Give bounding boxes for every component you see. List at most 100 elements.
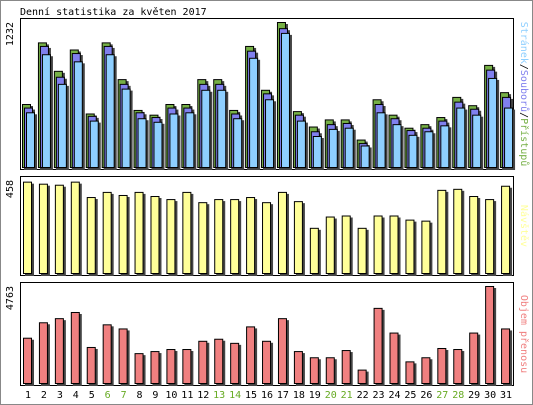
bar-navstev-day-15 xyxy=(246,197,256,274)
bar-navstev-day-18 xyxy=(293,201,303,274)
bar-stranek-day-20 xyxy=(328,128,338,168)
legend-top: Stránek/Souborů/Přístupů xyxy=(518,22,530,167)
chart-title: Denní statistika za květen 2017 xyxy=(20,6,207,18)
bar-stranek-day-6 xyxy=(105,54,115,168)
bar-stranek-day-22 xyxy=(360,145,370,168)
bar-stranek-day-19 xyxy=(312,136,322,169)
bar-objem-day-15 xyxy=(246,326,256,384)
bar-navstev-day-12 xyxy=(198,202,208,274)
legend-top-part-2: / xyxy=(518,64,529,70)
bar-objem-day-10 xyxy=(166,349,176,384)
bar-navstev-day-28 xyxy=(453,188,463,275)
bar-objem-day-19 xyxy=(309,357,319,385)
bar-navstev-day-13 xyxy=(214,199,224,275)
x-tick-label-day-26: 26 xyxy=(420,390,432,401)
bar-stranek-day-8 xyxy=(137,118,147,168)
bar-stranek-day-10 xyxy=(169,113,179,168)
bar-navstev-day-19 xyxy=(309,227,319,274)
bar-navstev-day-24 xyxy=(389,215,399,274)
bar-navstev-day-26 xyxy=(421,220,431,275)
bar-objem-day-28 xyxy=(453,349,463,384)
bar-stranek-day-29 xyxy=(472,114,482,169)
bar-navstev-day-4 xyxy=(70,181,80,274)
x-tick-label-day-30: 30 xyxy=(484,390,496,401)
bar-stranek-day-23 xyxy=(376,112,386,168)
bar-navstev-day-9 xyxy=(150,196,160,274)
x-tick-label-day-20: 20 xyxy=(325,390,337,401)
bar-navstev-day-5 xyxy=(86,197,96,274)
x-tick-label-day-22: 22 xyxy=(357,390,369,401)
x-tick-label-day-15: 15 xyxy=(245,390,257,401)
bar-objem-day-13 xyxy=(214,338,224,384)
bar-navstev-day-11 xyxy=(182,191,192,274)
x-tick-label-day-25: 25 xyxy=(404,390,416,401)
bar-stranek-day-4 xyxy=(73,61,83,168)
bar-objem-day-5 xyxy=(86,346,96,384)
legend-middle: Návštěv xyxy=(518,205,530,247)
bar-navstev-day-10 xyxy=(166,199,176,275)
bar-navstev-day-3 xyxy=(54,184,64,274)
x-tick-label-day-28: 28 xyxy=(452,390,464,401)
bar-objem-day-29 xyxy=(469,332,479,384)
bar-stranek-day-27 xyxy=(440,125,450,168)
bar-navstev-day-7 xyxy=(118,194,128,274)
bar-objem-day-1 xyxy=(23,337,32,385)
bar-stranek-day-25 xyxy=(408,134,418,168)
bar-stranek-day-7 xyxy=(121,88,131,168)
bar-navstev-day-30 xyxy=(485,199,495,275)
x-tick-label-day-27: 27 xyxy=(436,390,448,401)
bar-stranek-day-30 xyxy=(488,77,498,168)
bar-objem-day-26 xyxy=(421,357,431,385)
bar-objem-day-14 xyxy=(230,342,240,384)
bar-navstev-day-23 xyxy=(373,215,383,274)
bar-stranek-day-15 xyxy=(249,57,259,168)
bar-navstev-day-20 xyxy=(325,216,335,274)
x-tick-label-day-3: 3 xyxy=(57,390,63,401)
bar-objem-day-18 xyxy=(293,351,303,384)
bar-objem-day-8 xyxy=(134,353,144,384)
legend-bottom-part-1: Objem přenosu xyxy=(518,295,530,373)
x-tick-label-day-18: 18 xyxy=(293,390,305,401)
legend-top-part-5: Přístupů xyxy=(518,118,530,166)
bar-navstev-day-25 xyxy=(405,219,415,275)
legend-bottom: Objem přenosu xyxy=(518,295,530,373)
bar-objem-day-11 xyxy=(182,349,192,384)
bar-objem-day-4 xyxy=(70,311,80,385)
bar-stranek-day-26 xyxy=(424,131,434,168)
bar-navstev-day-8 xyxy=(134,191,144,274)
bar-stranek-day-5 xyxy=(89,120,99,168)
x-tick-label-day-29: 29 xyxy=(468,390,480,401)
bar-stranek-day-11 xyxy=(185,112,195,168)
legend-middle-part-1: Návštěv xyxy=(518,205,530,247)
bar-stranek-day-2 xyxy=(41,54,51,168)
bar-objem-day-12 xyxy=(198,340,208,384)
bar-stranek-day-18 xyxy=(296,120,306,168)
bar-stranek-day-9 xyxy=(153,121,163,169)
bar-objem-day-30 xyxy=(485,286,495,384)
x-tick-label-day-23: 23 xyxy=(373,390,385,401)
bar-navstev-day-6 xyxy=(102,191,112,274)
bar-navstev-day-1 xyxy=(23,181,32,274)
bar-stranek-day-3 xyxy=(57,83,67,168)
bar-navstev-day-27 xyxy=(437,189,447,274)
bar-stranek-day-1 xyxy=(26,112,35,168)
x-tick-label-day-7: 7 xyxy=(121,390,127,401)
bar-stranek-day-24 xyxy=(392,124,402,168)
bar-stranek-day-28 xyxy=(456,107,466,169)
bar-objem-day-24 xyxy=(389,332,399,384)
x-tick-label-day-9: 9 xyxy=(152,390,158,401)
bar-objem-day-27 xyxy=(437,347,447,385)
x-tick-label-day-4: 4 xyxy=(73,390,79,401)
x-tick-label-day-12: 12 xyxy=(197,390,209,401)
x-tick-label-day-6: 6 xyxy=(105,390,111,401)
bar-objem-day-31 xyxy=(501,328,511,384)
bar-navstev-day-31 xyxy=(501,185,511,274)
bar-navstev-day-29 xyxy=(469,196,479,274)
bar-stranek-day-17 xyxy=(280,32,290,168)
bar-stranek-day-14 xyxy=(233,118,243,168)
x-tick-label-day-10: 10 xyxy=(165,390,177,401)
bar-objem-day-16 xyxy=(262,340,272,384)
x-tick-label-day-2: 2 xyxy=(41,390,47,401)
